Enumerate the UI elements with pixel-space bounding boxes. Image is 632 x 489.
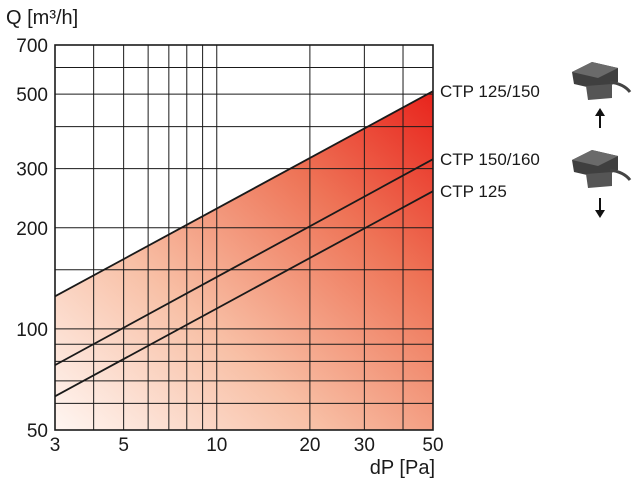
series-labels: CTP 125/150 CTP 150/160 CTP 125 xyxy=(440,82,540,201)
x-tick-label: 50 xyxy=(422,435,443,456)
x-tick-label: 5 xyxy=(118,435,129,456)
x-tick-label: 3 xyxy=(50,435,61,456)
y-tick-label: 700 xyxy=(16,36,48,57)
x-tick-label: 20 xyxy=(299,435,320,456)
series-label: CTP 125 xyxy=(440,182,507,201)
series-lines xyxy=(54,90,434,398)
y-tick-label: 300 xyxy=(16,160,48,181)
series-label: CTP 150/160 xyxy=(440,150,540,169)
operating-region xyxy=(55,91,433,430)
series-line xyxy=(54,158,434,366)
ctp-unit-air-down-icon xyxy=(572,150,632,218)
y-axis-label: Q [m³/h] xyxy=(6,7,78,29)
series-line xyxy=(54,190,434,398)
grid xyxy=(55,45,433,430)
x-tick-labels: 3 5 10 20 30 50 xyxy=(50,435,444,456)
x-tick-label: 30 xyxy=(354,435,375,456)
series-label: CTP 125/150 xyxy=(440,82,540,101)
y-tick-label: 50 xyxy=(27,421,48,442)
y-tick-label: 500 xyxy=(16,85,48,106)
ctp-unit-air-up-icon xyxy=(572,62,632,128)
plot-frame xyxy=(54,44,434,431)
y-tick-labels: 50 100 200 300 500 700 xyxy=(16,36,48,442)
y-tick-label: 200 xyxy=(16,219,48,240)
series-line xyxy=(54,90,434,298)
x-axis-label: dP [Pa] xyxy=(370,457,435,479)
x-tick-label: 10 xyxy=(206,435,227,456)
y-tick-label: 100 xyxy=(16,320,48,341)
